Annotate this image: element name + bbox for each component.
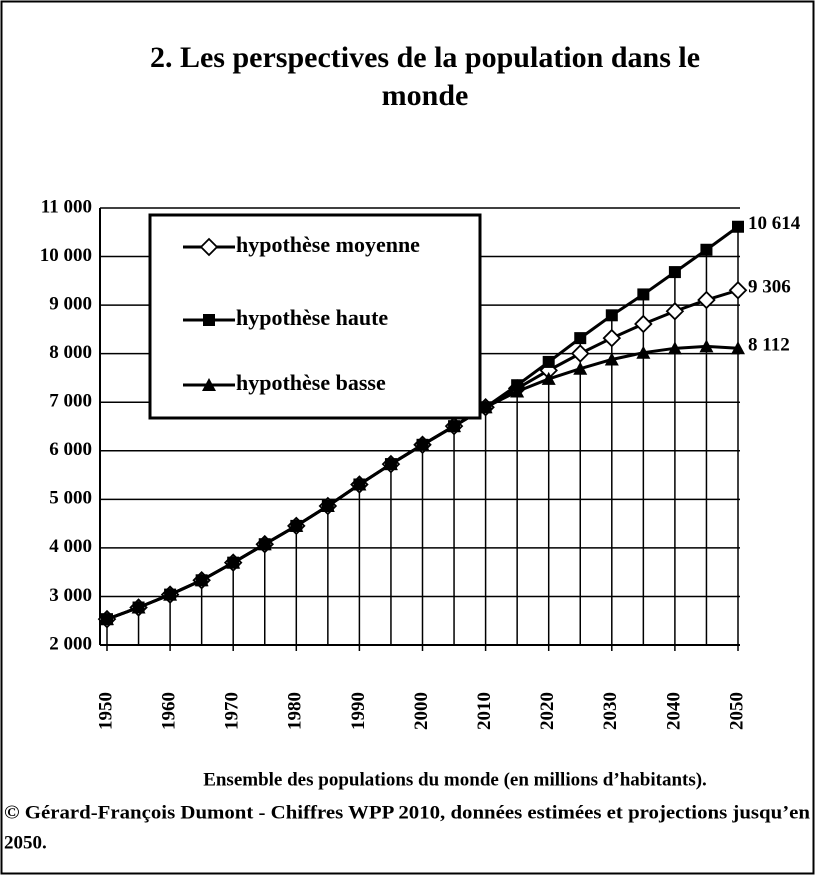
marker xyxy=(510,384,525,398)
x-tick-label: 1950 xyxy=(95,692,116,730)
marker xyxy=(732,220,744,233)
y-tick-label: 8 000 xyxy=(49,342,92,363)
y-tick-label: 4 000 xyxy=(49,536,92,557)
marker xyxy=(226,555,241,569)
marker xyxy=(634,314,653,334)
marker xyxy=(604,352,619,366)
marker xyxy=(194,573,209,587)
y-tick-label: 5 000 xyxy=(49,488,92,509)
marker xyxy=(573,361,588,375)
x-tick-label: 2030 xyxy=(600,692,621,730)
marker xyxy=(352,477,367,491)
chart-title: 2. Les perspectives de la population dan… xyxy=(150,41,700,112)
x-tick-label: 2000 xyxy=(411,692,432,730)
note: © Gérard-François Dumont - Chiffres WPP … xyxy=(4,802,810,823)
marker xyxy=(731,341,745,355)
marker xyxy=(637,288,650,301)
marker xyxy=(668,266,681,279)
marker xyxy=(478,400,493,414)
y-tick-label: 10 000 xyxy=(40,245,92,266)
marker xyxy=(728,280,748,300)
x-tick-label: 2020 xyxy=(537,692,558,730)
note: Ensemble des populations du monde (en mi… xyxy=(203,769,707,790)
marker xyxy=(697,290,716,310)
marker xyxy=(320,498,335,512)
y-tick-label: 3 000 xyxy=(49,585,92,606)
y-tick-label: 11 000 xyxy=(41,196,92,217)
marker xyxy=(602,328,622,348)
legend-label: hypothèse basse xyxy=(236,370,386,395)
y-tick-label: 2 000 xyxy=(49,633,92,654)
marker xyxy=(415,437,430,451)
marker xyxy=(667,341,682,355)
marker xyxy=(574,332,587,345)
marker xyxy=(542,355,555,368)
value-label: 8 112 xyxy=(748,335,790,356)
x-tick-label: 1980 xyxy=(285,692,306,730)
x-tick-label: 1960 xyxy=(158,692,179,730)
y-tick-label: 7 000 xyxy=(49,391,92,412)
value-label: 9 306 xyxy=(748,277,791,298)
marker xyxy=(202,378,216,391)
marker xyxy=(100,612,114,626)
marker xyxy=(257,537,272,551)
x-tick-label: 2050 xyxy=(726,692,747,730)
marker xyxy=(699,339,714,353)
marker xyxy=(289,518,304,532)
x-tick-label: 1990 xyxy=(348,692,369,730)
note: 2050. xyxy=(4,832,47,853)
x-tick-label: 1970 xyxy=(222,692,243,730)
y-tick-label: 9 000 xyxy=(49,293,92,314)
marker xyxy=(636,345,651,359)
marker xyxy=(700,243,713,256)
marker xyxy=(605,309,618,322)
marker xyxy=(203,314,215,326)
x-tick-label: 2010 xyxy=(474,692,495,730)
marker xyxy=(163,587,178,601)
value-label: 10 614 xyxy=(748,213,801,234)
marker xyxy=(447,419,462,433)
marker xyxy=(665,301,685,321)
legend-label: hypothèse moyenne xyxy=(236,232,420,257)
marker xyxy=(570,344,590,363)
y-tick-label: 6 000 xyxy=(49,439,92,460)
marker xyxy=(383,457,398,471)
marker xyxy=(131,600,146,614)
x-tick-label: 2040 xyxy=(663,692,684,730)
marker xyxy=(541,371,556,385)
legend-label: hypothèse haute xyxy=(236,305,388,330)
marker xyxy=(199,237,219,257)
